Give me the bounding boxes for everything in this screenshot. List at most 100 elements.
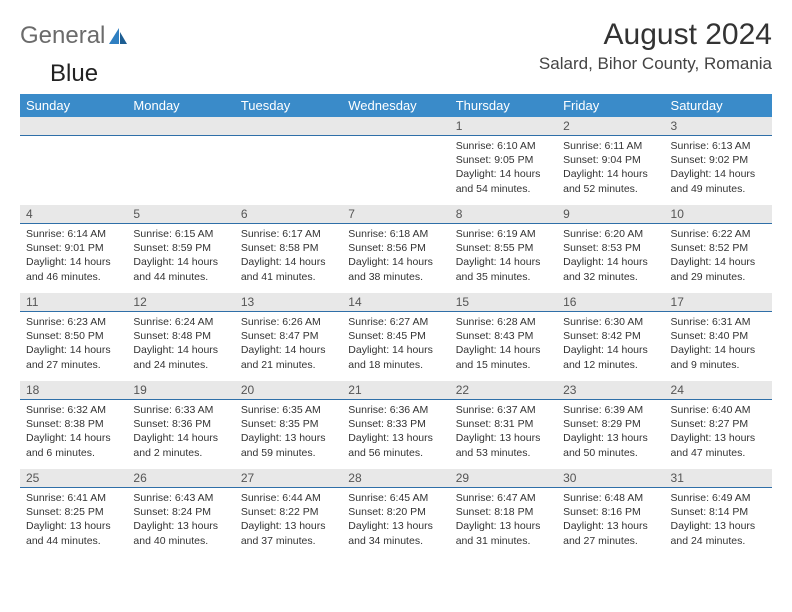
sunset-line: Sunset: 8:52 PM [671,241,766,255]
sunset-line: Sunset: 9:05 PM [456,153,551,167]
day-number: 14 [342,293,449,312]
sunrise-line: Sunrise: 6:11 AM [563,139,658,153]
sunrise-line: Sunrise: 6:32 AM [26,403,121,417]
sunset-line: Sunset: 9:01 PM [26,241,121,255]
day-details: Sunrise: 6:37 AMSunset: 8:31 PMDaylight:… [450,400,557,464]
sunset-line: Sunset: 8:48 PM [133,329,228,343]
day-details: Sunrise: 6:10 AMSunset: 9:05 PMDaylight:… [450,136,557,200]
day-number [235,117,342,136]
day-header: Friday [557,94,664,117]
day-number: 25 [20,469,127,488]
day-details: Sunrise: 6:28 AMSunset: 8:43 PMDaylight:… [450,312,557,376]
day-details: Sunrise: 6:45 AMSunset: 8:20 PMDaylight:… [342,488,449,552]
sunrise-line: Sunrise: 6:13 AM [671,139,766,153]
sunset-line: Sunset: 8:31 PM [456,417,551,431]
calendar-cell: 30Sunrise: 6:48 AMSunset: 8:16 PMDayligh… [557,469,664,557]
day-details: Sunrise: 6:26 AMSunset: 8:47 PMDaylight:… [235,312,342,376]
sunrise-line: Sunrise: 6:45 AM [348,491,443,505]
sunrise-line: Sunrise: 6:40 AM [671,403,766,417]
sunrise-line: Sunrise: 6:22 AM [671,227,766,241]
daylight-line: Daylight: 14 hours and 44 minutes. [133,255,228,283]
logo-text-general: General [20,22,105,50]
sunset-line: Sunset: 8:47 PM [241,329,336,343]
calendar-cell: 27Sunrise: 6:44 AMSunset: 8:22 PMDayligh… [235,469,342,557]
calendar-cell: 3Sunrise: 6:13 AMSunset: 9:02 PMDaylight… [665,117,772,205]
daylight-line: Daylight: 13 hours and 37 minutes. [241,519,336,547]
day-details: Sunrise: 6:27 AMSunset: 8:45 PMDaylight:… [342,312,449,376]
sunrise-line: Sunrise: 6:35 AM [241,403,336,417]
day-details: Sunrise: 6:31 AMSunset: 8:40 PMDaylight:… [665,312,772,376]
calendar-week: 25Sunrise: 6:41 AMSunset: 8:25 PMDayligh… [20,469,772,557]
calendar-cell: 19Sunrise: 6:33 AMSunset: 8:36 PMDayligh… [127,381,234,469]
sunset-line: Sunset: 8:35 PM [241,417,336,431]
daylight-line: Daylight: 14 hours and 52 minutes. [563,167,658,195]
calendar-cell: 29Sunrise: 6:47 AMSunset: 8:18 PMDayligh… [450,469,557,557]
sunset-line: Sunset: 8:40 PM [671,329,766,343]
day-number: 22 [450,381,557,400]
sunrise-line: Sunrise: 6:24 AM [133,315,228,329]
day-number: 23 [557,381,664,400]
daylight-line: Daylight: 14 hours and 35 minutes. [456,255,551,283]
daylight-line: Daylight: 13 hours and 40 minutes. [133,519,228,547]
daylight-line: Daylight: 14 hours and 6 minutes. [26,431,121,459]
sunrise-line: Sunrise: 6:39 AM [563,403,658,417]
sunrise-line: Sunrise: 6:48 AM [563,491,658,505]
day-number: 9 [557,205,664,224]
calendar-cell [20,117,127,205]
daylight-line: Daylight: 14 hours and 18 minutes. [348,343,443,371]
sunrise-line: Sunrise: 6:41 AM [26,491,121,505]
calendar-cell: 28Sunrise: 6:45 AMSunset: 8:20 PMDayligh… [342,469,449,557]
sunset-line: Sunset: 8:43 PM [456,329,551,343]
calendar-cell: 2Sunrise: 6:11 AMSunset: 9:04 PMDaylight… [557,117,664,205]
day-number: 24 [665,381,772,400]
daylight-line: Daylight: 13 hours and 56 minutes. [348,431,443,459]
sunrise-line: Sunrise: 6:44 AM [241,491,336,505]
day-details: Sunrise: 6:32 AMSunset: 8:38 PMDaylight:… [20,400,127,464]
calendar-cell: 4Sunrise: 6:14 AMSunset: 9:01 PMDaylight… [20,205,127,293]
month-title: August 2024 [539,18,772,52]
day-details: Sunrise: 6:43 AMSunset: 8:24 PMDaylight:… [127,488,234,552]
sunrise-line: Sunrise: 6:20 AM [563,227,658,241]
sunset-line: Sunset: 8:27 PM [671,417,766,431]
day-number: 30 [557,469,664,488]
calendar-cell: 5Sunrise: 6:15 AMSunset: 8:59 PMDaylight… [127,205,234,293]
sunset-line: Sunset: 8:16 PM [563,505,658,519]
daylight-line: Daylight: 13 hours and 44 minutes. [26,519,121,547]
day-details: Sunrise: 6:47 AMSunset: 8:18 PMDaylight:… [450,488,557,552]
daylight-line: Daylight: 14 hours and 46 minutes. [26,255,121,283]
sunrise-line: Sunrise: 6:30 AM [563,315,658,329]
day-details: Sunrise: 6:14 AMSunset: 9:01 PMDaylight:… [20,224,127,288]
day-header: Saturday [665,94,772,117]
day-number: 27 [235,469,342,488]
day-details: Sunrise: 6:30 AMSunset: 8:42 PMDaylight:… [557,312,664,376]
sunset-line: Sunset: 8:18 PM [456,505,551,519]
day-number: 28 [342,469,449,488]
sunset-line: Sunset: 8:29 PM [563,417,658,431]
daylight-line: Daylight: 14 hours and 9 minutes. [671,343,766,371]
sunset-line: Sunset: 8:24 PM [133,505,228,519]
sunrise-line: Sunrise: 6:43 AM [133,491,228,505]
calendar-cell: 18Sunrise: 6:32 AMSunset: 8:38 PMDayligh… [20,381,127,469]
calendar-cell: 11Sunrise: 6:23 AMSunset: 8:50 PMDayligh… [20,293,127,381]
day-details: Sunrise: 6:48 AMSunset: 8:16 PMDaylight:… [557,488,664,552]
daylight-line: Daylight: 13 hours and 34 minutes. [348,519,443,547]
daylight-line: Daylight: 14 hours and 12 minutes. [563,343,658,371]
day-details: Sunrise: 6:49 AMSunset: 8:14 PMDaylight:… [665,488,772,552]
sunrise-line: Sunrise: 6:18 AM [348,227,443,241]
daylight-line: Daylight: 13 hours and 59 minutes. [241,431,336,459]
day-number: 8 [450,205,557,224]
daylight-line: Daylight: 14 hours and 2 minutes. [133,431,228,459]
day-number: 31 [665,469,772,488]
logo-blue-wrap: Blue [50,60,792,88]
sunset-line: Sunset: 8:53 PM [563,241,658,255]
calendar-cell: 17Sunrise: 6:31 AMSunset: 8:40 PMDayligh… [665,293,772,381]
sunrise-line: Sunrise: 6:23 AM [26,315,121,329]
calendar-week: 11Sunrise: 6:23 AMSunset: 8:50 PMDayligh… [20,293,772,381]
day-details: Sunrise: 6:18 AMSunset: 8:56 PMDaylight:… [342,224,449,288]
day-number [20,117,127,136]
calendar-cell: 25Sunrise: 6:41 AMSunset: 8:25 PMDayligh… [20,469,127,557]
day-details: Sunrise: 6:40 AMSunset: 8:27 PMDaylight:… [665,400,772,464]
calendar-cell: 22Sunrise: 6:37 AMSunset: 8:31 PMDayligh… [450,381,557,469]
calendar-cell: 6Sunrise: 6:17 AMSunset: 8:58 PMDaylight… [235,205,342,293]
daylight-line: Daylight: 14 hours and 32 minutes. [563,255,658,283]
